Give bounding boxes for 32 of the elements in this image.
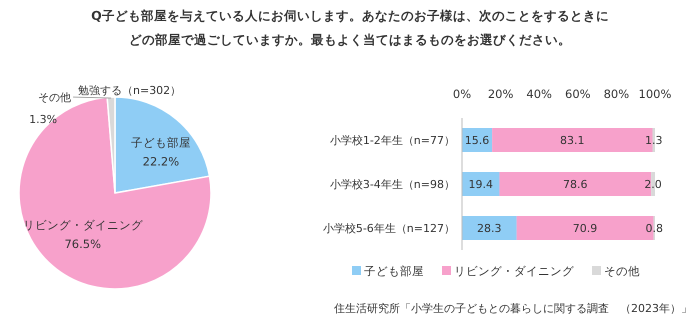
- slice-label: リビング・ダイニング: [22, 218, 144, 232]
- bar: [462, 216, 517, 240]
- y-tick-label: 小学校3-4年生（n=98）: [330, 178, 455, 191]
- data-label: 28.3: [477, 222, 502, 235]
- y-tick-label: 小学校1-2年生（n=77）: [330, 134, 455, 147]
- data-label: 22.2%: [142, 154, 180, 169]
- data-label: 78.6: [563, 178, 588, 191]
- data-label: 2.0: [644, 178, 662, 191]
- x-tick-label: 40%: [526, 87, 552, 101]
- data-label: 70.9: [572, 222, 598, 235]
- slice-label: 子ども部屋: [130, 136, 191, 150]
- text: Q子ども部屋を与えている人にお伺いします。あなたのお子様は、次のことをするときにどの部屋で過ごしていますか。最もよく当てはまるものをお選びください。: [91, 8, 609, 47]
- legend-label: その他: [604, 264, 640, 278]
- x-tick-label: 100%: [638, 87, 672, 101]
- x-tick-label: 60%: [565, 87, 591, 101]
- data-label: 76.5%: [64, 236, 102, 251]
- data-label: 1.3%: [29, 113, 58, 126]
- text: 住生活研究所「小学生の子どもとの暮らしに関する調査 （2023年）」: [334, 302, 692, 315]
- x-tick-label: 80%: [604, 87, 630, 101]
- x-tick-label: 0%: [452, 87, 472, 101]
- x-tick-label: 20%: [488, 87, 514, 101]
- y-tick-label: 小学校5-6年生（n=127）: [322, 222, 455, 235]
- data-label: 1.3: [644, 134, 662, 147]
- data-label: 0.8: [645, 222, 663, 235]
- bar: [462, 172, 500, 196]
- chart-subtitle: 勉強する（n=302）: [78, 84, 182, 97]
- data-label: 83.1: [560, 134, 585, 147]
- slice-label: その他: [38, 91, 72, 104]
- legend-label: 子ども部屋: [364, 264, 424, 278]
- legend-label: リビング・ダイニング: [454, 264, 575, 278]
- data-label: 15.6: [464, 134, 490, 147]
- data-label: 19.4: [468, 178, 493, 191]
